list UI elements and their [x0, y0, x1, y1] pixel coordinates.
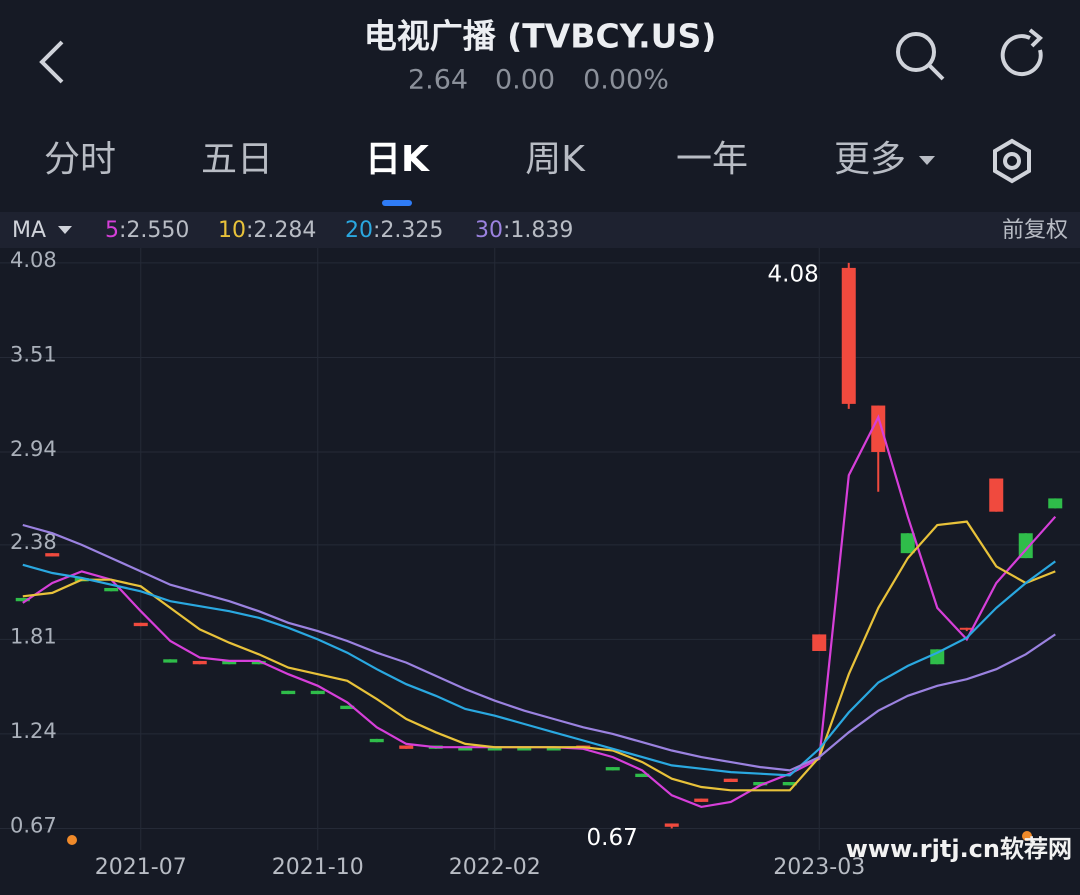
legend: 5:2.550 10:2.284 20:2.325 30:1.839 — [105, 218, 573, 243]
candle-body — [723, 778, 738, 783]
tab[interactable]: 五日 — [201, 139, 273, 180]
legend-value: :2.550 — [119, 218, 189, 243]
legend-item: 10:2.284 — [218, 218, 316, 243]
x-tick-label: 2023-03 — [773, 855, 865, 880]
candle-body — [104, 587, 119, 592]
y-tick-label: 1.24 — [10, 719, 57, 743]
legend-name: 5 — [105, 218, 119, 243]
candle-body — [930, 649, 945, 665]
candle-body — [959, 627, 974, 630]
legend-name: 20 — [345, 218, 373, 243]
candle-body — [163, 659, 178, 663]
candle-body — [635, 773, 650, 778]
candle-body — [133, 622, 148, 627]
legend-name: 30 — [475, 218, 503, 243]
dropdown-icon — [919, 156, 935, 165]
legend-item: 5:2.550 — [105, 218, 189, 243]
candle-body — [192, 660, 207, 665]
candle-body — [605, 767, 620, 771]
legend-item: 20:2.325 — [345, 218, 443, 243]
tab-active[interactable]: 日K — [365, 139, 430, 180]
candle-body — [694, 798, 709, 802]
candle-body — [753, 782, 768, 786]
legend-value: :2.325 — [373, 218, 443, 243]
legend-value: :2.284 — [246, 218, 316, 243]
settings-button[interactable] — [993, 138, 1031, 184]
price: 2.64 — [408, 65, 468, 96]
back-button[interactable] — [39, 40, 64, 84]
y-tick-label: 2.94 — [10, 437, 57, 461]
candle-body — [782, 782, 797, 786]
x-tick-label: 2022-02 — [449, 855, 541, 880]
candle-body — [399, 745, 414, 749]
candle-body — [281, 690, 296, 695]
max-label: 4.08 — [768, 261, 819, 287]
candle-body — [222, 660, 237, 665]
y-tick-label: 0.67 — [10, 813, 57, 837]
watermark: www.rjtj.cn软荐网 — [846, 835, 1072, 863]
x-tick-label: 2021-10 — [272, 855, 364, 880]
candle-body — [45, 553, 60, 557]
change-pct: 0.00% — [583, 65, 669, 96]
plot: 2021-07 2021-10 2022-02 2023-03 4.08 3.51 2.94… — [0, 248, 1080, 880]
legend-name: 10 — [218, 218, 246, 243]
ma-line — [22, 520, 1056, 792]
candle-body — [841, 267, 856, 404]
candle-body — [251, 660, 266, 665]
candle-body — [1018, 533, 1033, 559]
candle-body — [369, 738, 384, 743]
candle-body — [487, 747, 502, 751]
event-dot — [67, 835, 77, 845]
candle-body — [340, 705, 355, 710]
y-tick-label: 1.81 — [10, 624, 57, 648]
min-label: 0.67 — [587, 825, 638, 851]
change: 0.00 — [495, 65, 555, 96]
tab[interactable]: 周K — [525, 139, 586, 180]
legend-value: :1.839 — [503, 218, 573, 243]
candle-body — [900, 533, 915, 554]
tab-indicator — [382, 200, 412, 206]
candle-body — [15, 597, 30, 602]
dropdown-icon — [58, 226, 72, 234]
refresh-button[interactable] — [1000, 28, 1043, 77]
event-dot — [1022, 831, 1032, 841]
candle-body — [871, 405, 886, 452]
candle-body — [812, 634, 827, 651]
candle-body — [989, 478, 1004, 512]
x-tick-label: 2021-07 — [95, 855, 187, 880]
ma-bar — [0, 212, 1080, 248]
tab[interactable]: 更多 — [834, 139, 906, 180]
title: 电视广播 (TVBCY.US) — [364, 17, 717, 56]
candle-body — [517, 747, 532, 751]
ma-label[interactable]: MA — [12, 218, 46, 243]
y-tick-label: 2.38 — [10, 530, 57, 554]
ma-line — [22, 560, 1056, 777]
y-tick-label: 3.51 — [10, 342, 57, 366]
adjust-label[interactable]: 前复权 — [1002, 218, 1068, 243]
y-tick-label: 4.08 — [10, 248, 57, 272]
candle-body — [546, 747, 561, 751]
legend-item: 30:1.839 — [475, 218, 573, 243]
candle-body — [310, 690, 325, 695]
tab[interactable]: 分时 — [44, 139, 116, 180]
tab[interactable]: 一年 — [676, 139, 748, 180]
search-button[interactable] — [896, 32, 945, 81]
candle-body — [1048, 498, 1063, 509]
candle-body — [458, 747, 473, 751]
ma-line — [22, 523, 1056, 772]
candle-body — [664, 823, 679, 827]
